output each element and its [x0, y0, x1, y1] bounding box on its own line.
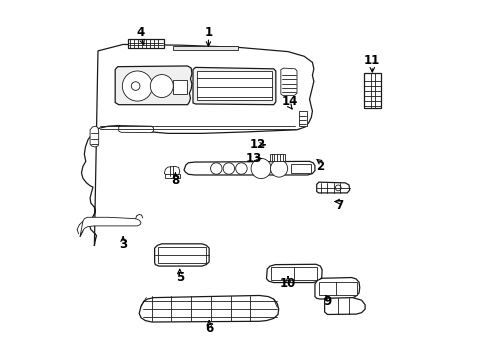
Circle shape [122, 71, 152, 101]
Polygon shape [184, 161, 315, 175]
Polygon shape [119, 126, 153, 133]
Polygon shape [324, 298, 365, 315]
Text: 11: 11 [364, 54, 380, 67]
Circle shape [251, 158, 271, 179]
Text: 7: 7 [335, 199, 343, 212]
Polygon shape [90, 126, 98, 147]
Text: 3: 3 [119, 238, 127, 251]
Text: 4: 4 [137, 26, 145, 39]
Circle shape [211, 163, 222, 174]
Circle shape [150, 75, 173, 98]
Bar [173, 80, 187, 94]
Text: 14: 14 [282, 95, 298, 108]
Bar [364, 73, 381, 108]
Text: 5: 5 [175, 271, 184, 284]
Bar [270, 154, 285, 161]
Circle shape [236, 163, 247, 174]
Bar [291, 164, 311, 173]
Circle shape [335, 185, 341, 191]
Bar [299, 111, 307, 126]
Text: 2: 2 [316, 160, 324, 173]
Polygon shape [164, 166, 180, 176]
Text: 8: 8 [172, 174, 179, 186]
Polygon shape [139, 296, 279, 322]
Bar [128, 39, 164, 48]
Circle shape [270, 160, 288, 177]
Polygon shape [80, 217, 141, 237]
Text: 13: 13 [245, 152, 262, 165]
Text: 12: 12 [249, 138, 266, 151]
Text: 6: 6 [205, 322, 213, 335]
Bar [173, 46, 238, 50]
Polygon shape [81, 44, 314, 246]
Bar [318, 282, 357, 296]
Polygon shape [281, 68, 297, 95]
Polygon shape [155, 244, 209, 266]
Polygon shape [315, 278, 360, 299]
Text: 9: 9 [323, 296, 332, 309]
Text: 1: 1 [204, 26, 213, 39]
Circle shape [131, 82, 140, 90]
Bar [271, 267, 318, 280]
Circle shape [223, 163, 235, 174]
Text: 10: 10 [280, 278, 296, 291]
Polygon shape [317, 182, 350, 193]
Polygon shape [193, 67, 276, 105]
Bar [158, 247, 205, 263]
Polygon shape [115, 66, 192, 105]
Bar [196, 71, 272, 100]
Bar [166, 174, 180, 178]
Polygon shape [267, 264, 322, 283]
